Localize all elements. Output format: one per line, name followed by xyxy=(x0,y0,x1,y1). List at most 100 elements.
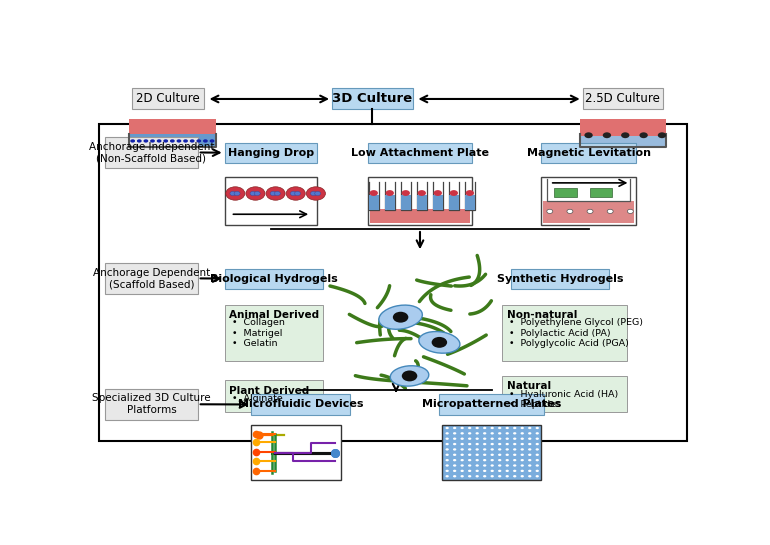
Circle shape xyxy=(460,464,464,467)
Bar xyxy=(368,143,472,163)
Text: Animal Derived: Animal Derived xyxy=(229,310,320,320)
Circle shape xyxy=(432,337,447,348)
Circle shape xyxy=(506,464,509,467)
Text: Microfluidic Devices: Microfluidic Devices xyxy=(238,399,363,409)
Circle shape xyxy=(434,190,442,196)
Circle shape xyxy=(490,427,494,429)
Text: Anchorage Dependent
(Scaffold Based): Anchorage Dependent (Scaffold Based) xyxy=(93,268,210,289)
Circle shape xyxy=(250,191,256,196)
Circle shape xyxy=(402,371,417,382)
Bar xyxy=(251,395,350,415)
Bar xyxy=(129,119,216,135)
Circle shape xyxy=(528,453,531,456)
Circle shape xyxy=(498,427,501,429)
Circle shape xyxy=(521,443,524,445)
Circle shape xyxy=(506,438,509,440)
Circle shape xyxy=(536,453,539,456)
Circle shape xyxy=(446,438,449,440)
Circle shape xyxy=(157,140,162,143)
Bar xyxy=(251,426,341,480)
Circle shape xyxy=(446,443,449,445)
Circle shape xyxy=(621,132,629,138)
Circle shape xyxy=(468,459,471,461)
Ellipse shape xyxy=(419,331,460,353)
Bar xyxy=(590,187,612,197)
Circle shape xyxy=(460,453,464,456)
Circle shape xyxy=(417,190,426,196)
Bar xyxy=(99,124,687,441)
Bar xyxy=(369,195,379,210)
Bar xyxy=(502,376,628,411)
Circle shape xyxy=(170,140,175,143)
Circle shape xyxy=(476,448,479,451)
Circle shape xyxy=(310,191,316,196)
Circle shape xyxy=(453,427,457,429)
Circle shape xyxy=(209,140,214,143)
Circle shape xyxy=(476,432,479,434)
Circle shape xyxy=(498,432,501,434)
Circle shape xyxy=(528,464,531,467)
Circle shape xyxy=(270,191,276,196)
Circle shape xyxy=(521,459,524,461)
Circle shape xyxy=(286,187,305,200)
Circle shape xyxy=(490,470,494,472)
Circle shape xyxy=(476,475,479,477)
Circle shape xyxy=(446,448,449,451)
Circle shape xyxy=(483,453,487,456)
Circle shape xyxy=(498,453,501,456)
Circle shape xyxy=(506,427,509,429)
Circle shape xyxy=(608,209,613,214)
Bar xyxy=(580,136,666,147)
Circle shape xyxy=(450,190,458,196)
Circle shape xyxy=(446,464,449,467)
Circle shape xyxy=(446,475,449,477)
Circle shape xyxy=(189,140,195,143)
Text: •  Gelatin: • Gelatin xyxy=(232,340,277,348)
Circle shape xyxy=(274,191,280,196)
Circle shape xyxy=(498,438,501,440)
Circle shape xyxy=(460,475,464,477)
Bar xyxy=(511,269,610,289)
Text: •  Polyglycolic Acid (PGA): • Polyglycolic Acid (PGA) xyxy=(509,340,629,348)
Circle shape xyxy=(163,140,168,143)
Bar xyxy=(368,177,472,225)
Circle shape xyxy=(476,438,479,440)
Text: Anchorage Independent
(Non-Scaffold Based): Anchorage Independent (Non-Scaffold Base… xyxy=(89,142,214,164)
Circle shape xyxy=(483,464,487,467)
Circle shape xyxy=(490,459,494,461)
Circle shape xyxy=(315,191,320,196)
Circle shape xyxy=(490,448,494,451)
Circle shape xyxy=(130,140,135,143)
Circle shape xyxy=(453,432,457,434)
Circle shape xyxy=(453,438,457,440)
Circle shape xyxy=(266,187,285,200)
Bar xyxy=(105,137,198,168)
Circle shape xyxy=(498,475,501,477)
Circle shape xyxy=(393,312,408,323)
Bar xyxy=(225,143,317,163)
Circle shape xyxy=(203,140,208,143)
Circle shape xyxy=(483,459,487,461)
Circle shape xyxy=(513,427,517,429)
Circle shape xyxy=(528,470,531,472)
Circle shape xyxy=(446,427,449,429)
Circle shape xyxy=(468,427,471,429)
Circle shape xyxy=(453,443,457,445)
Text: Magnetic Levitation: Magnetic Levitation xyxy=(527,148,651,158)
Circle shape xyxy=(528,448,531,451)
Circle shape xyxy=(230,191,236,196)
Circle shape xyxy=(468,470,471,472)
Text: Non-natural: Non-natural xyxy=(507,310,578,320)
Circle shape xyxy=(521,475,524,477)
Bar xyxy=(442,426,541,480)
Text: Low Attachment Plate: Low Attachment Plate xyxy=(351,148,489,158)
Circle shape xyxy=(506,453,509,456)
Circle shape xyxy=(234,191,240,196)
Circle shape xyxy=(183,140,188,143)
Circle shape xyxy=(506,432,509,434)
Circle shape xyxy=(290,191,296,196)
Circle shape xyxy=(370,190,378,196)
Circle shape xyxy=(468,438,471,440)
Circle shape xyxy=(460,470,464,472)
Circle shape xyxy=(476,464,479,467)
